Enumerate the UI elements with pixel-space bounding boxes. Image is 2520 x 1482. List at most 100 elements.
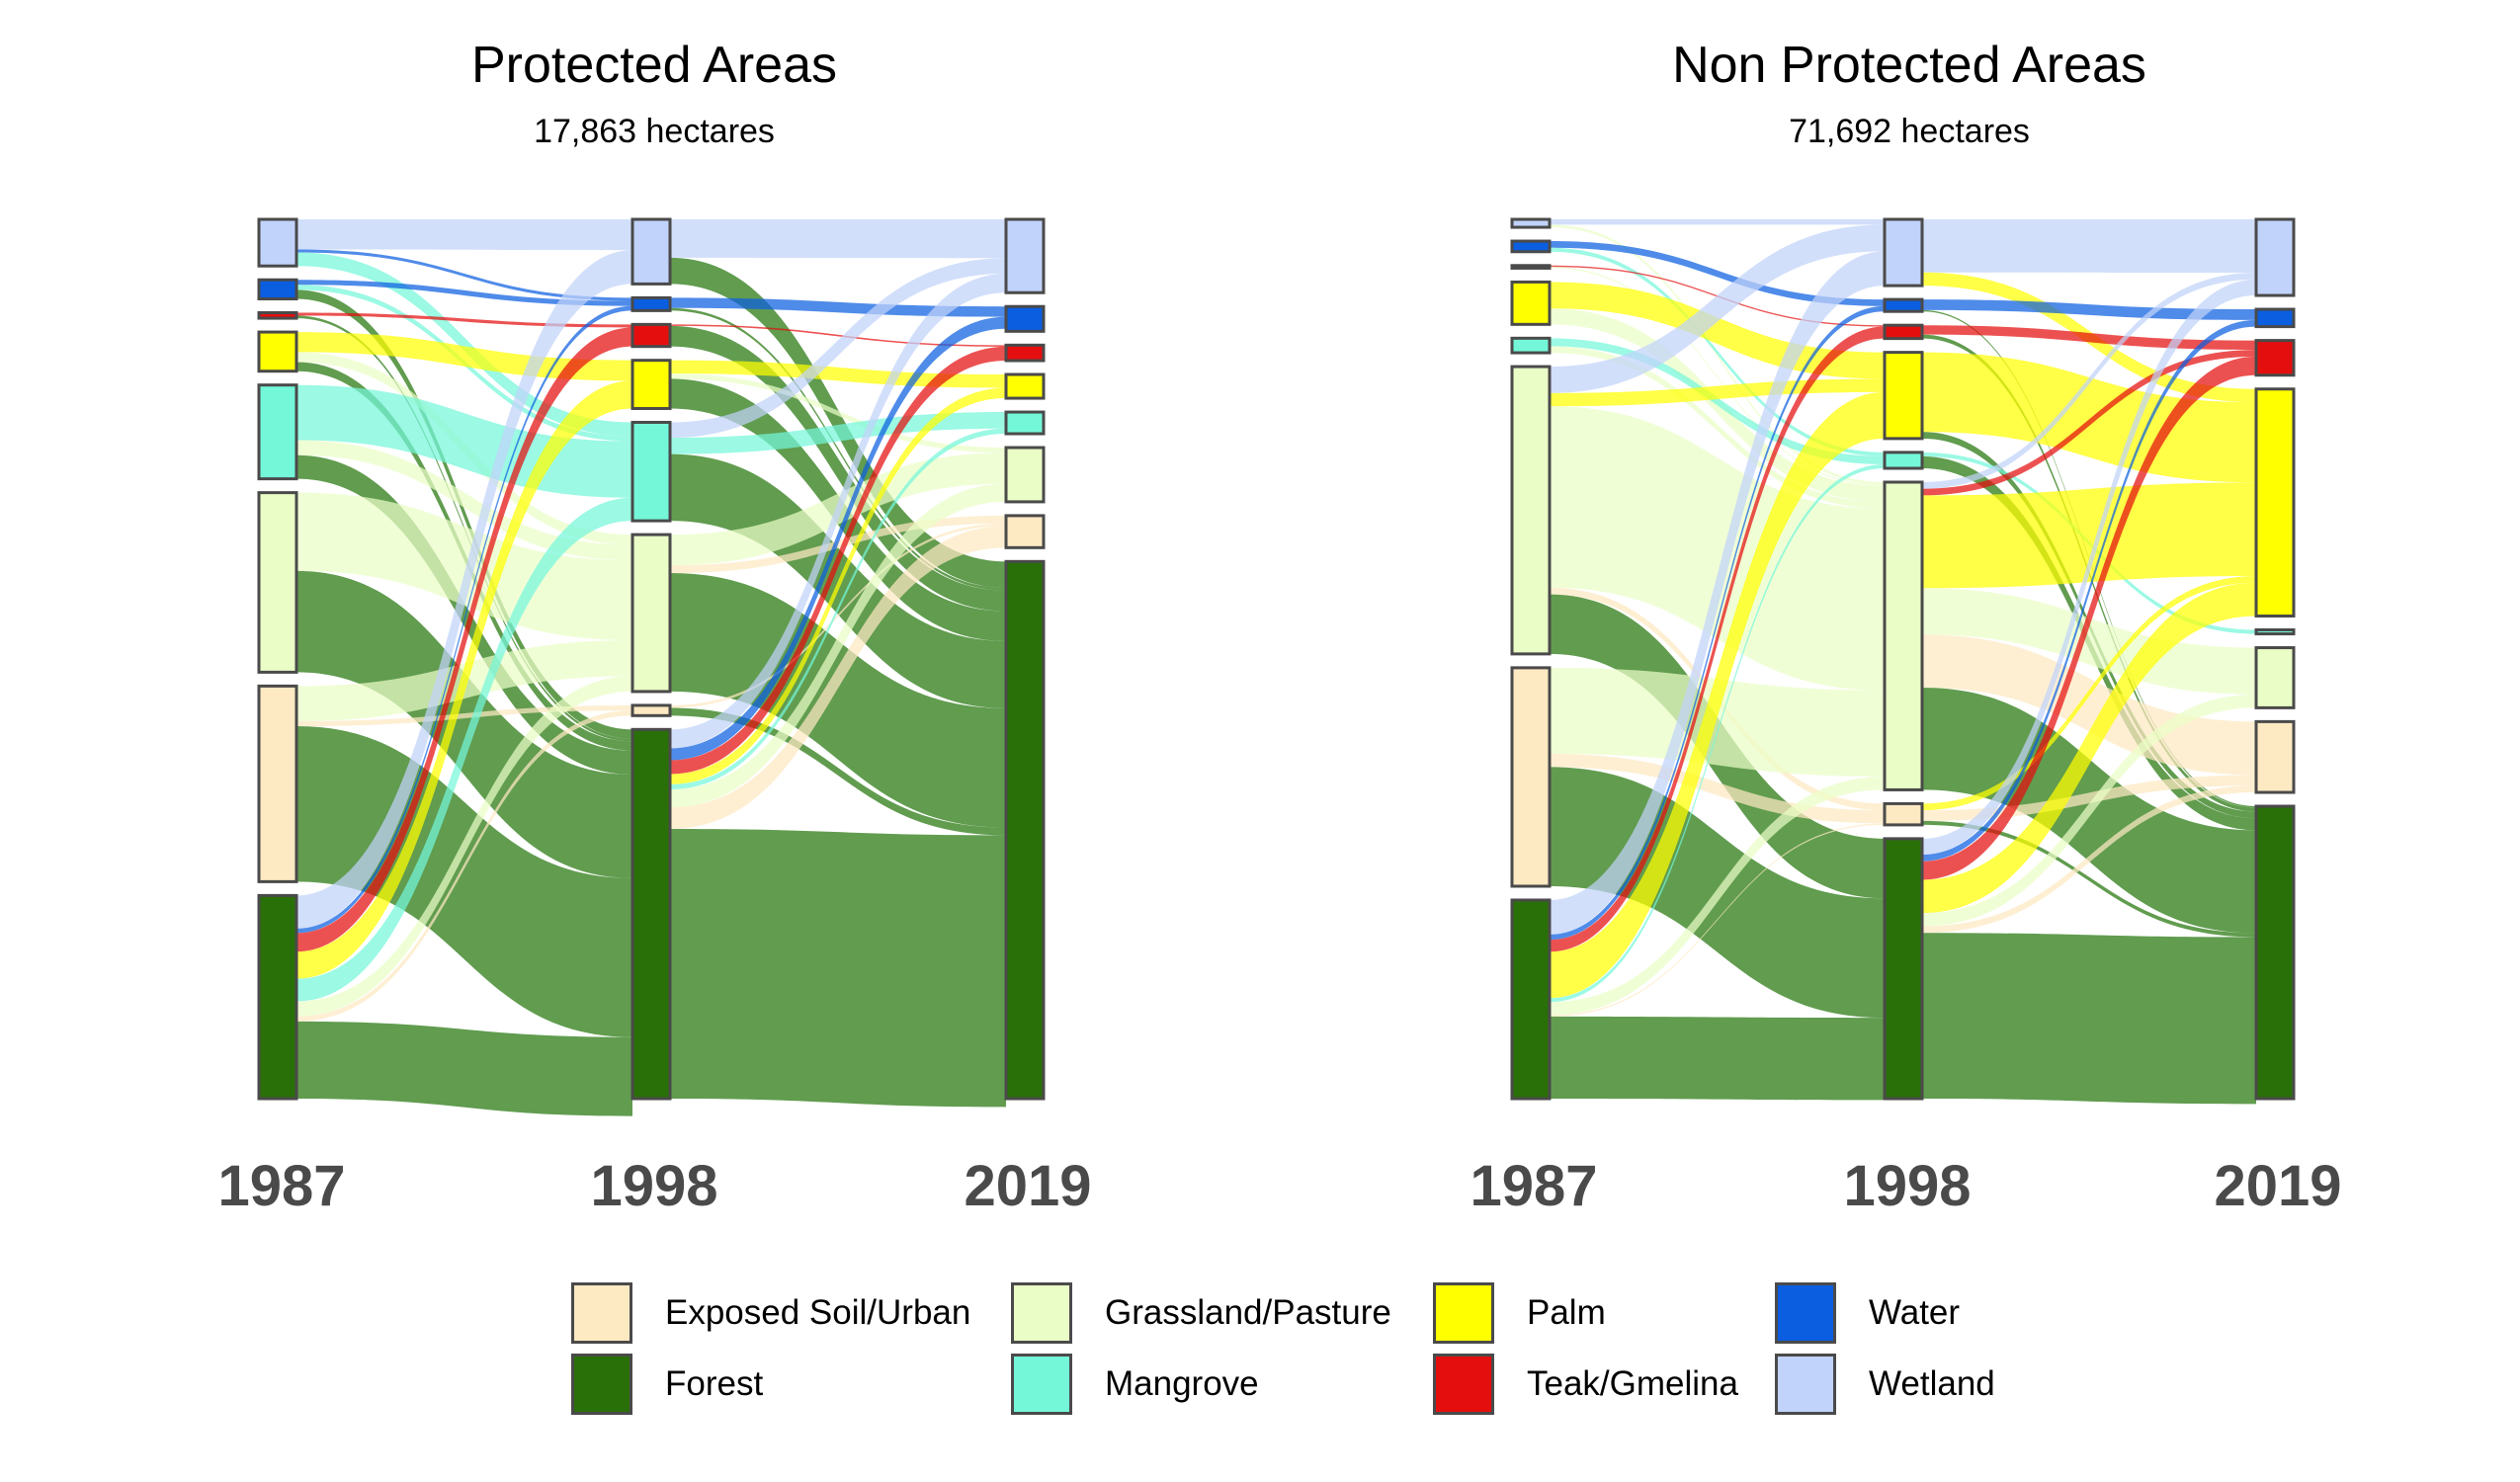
flow-water-to-water [1550, 241, 1885, 306]
flow-teak-gmelina-to-forest [670, 325, 1006, 612]
node-water-1998 [1883, 297, 1924, 313]
node-wetland-1998 [1883, 217, 1924, 288]
node-mangrove-2019 [2254, 628, 2296, 636]
node-wetland-1987 [257, 217, 298, 268]
flow-grassland-pasture-to-grassland-pasture [1922, 588, 2256, 695]
flow-grassland-pasture-to-forest [296, 570, 632, 878]
flow-wetland-to-wetland [296, 219, 632, 251]
node-wetland-1987 [1510, 217, 1552, 229]
node-exposed-soil-urban-1987 [1510, 666, 1552, 888]
legend-swatch [571, 1282, 632, 1344]
node-mangrove-1998 [630, 420, 672, 523]
node-wetland-1998 [630, 217, 672, 286]
stage-label-1998-nonprotected: 1998 [1843, 1154, 1972, 1218]
flow-forest-to-palm [1922, 582, 2256, 914]
flow-grassland-pasture-to-forest [670, 573, 1006, 828]
flow-wetland-to-wetland [1922, 219, 2256, 274]
node-exposed-soil-urban-1998 [630, 703, 672, 717]
node-grassland-pasture-1998 [630, 533, 672, 694]
node-exposed-soil-urban-1998 [1883, 801, 1924, 827]
node-teak-gmelina-2019 [1004, 343, 1046, 363]
node-forest-2019 [1004, 559, 1046, 1101]
flow-grassland-pasture-to-grassland-pasture [1550, 406, 1885, 691]
node-teak-gmelina-1987 [257, 311, 298, 320]
panel-title-nonprotected: Non Protected Areas [1672, 37, 2146, 94]
flow-forest-to-mangrove [670, 428, 1006, 790]
flow-forest-to-wetland [296, 250, 632, 929]
flow-forest-to-water [1922, 319, 2256, 862]
flow-forest-to-grassland-pasture [670, 483, 1006, 808]
flow-exposed-soil-urban-to-forest [1922, 820, 2256, 938]
flow-teak-gmelina-to-teak-gmelina [296, 312, 632, 328]
nodes-group [1510, 217, 2296, 1101]
stage-label-2019-nonprotected: 2019 [2214, 1154, 2342, 1218]
node-forest-1998 [630, 727, 672, 1101]
flow-forest-to-teak-gmelina [1922, 356, 2256, 880]
flow-palm-to-palm [1922, 352, 2256, 483]
flow-exposed-soil-urban-to-forest [670, 707, 1006, 836]
legend-swatch [1011, 1282, 1072, 1344]
flow-exposed-soil-urban-to-forest [296, 726, 632, 1037]
legend-label: Mangrove [1105, 1364, 1259, 1403]
node-forest-1998 [1883, 837, 1924, 1101]
flow-grassland-pasture-to-grassland-pasture [296, 492, 632, 641]
flow-water-to-water [296, 280, 632, 306]
flow-forest-to-exposed-soil-urban [296, 710, 632, 1022]
flow-water-to-forest [296, 289, 632, 739]
flow-forest-to-palm [1550, 391, 1885, 999]
flow-forest-to-mangrove [296, 497, 632, 1002]
flow-mangrove-to-forest [296, 454, 632, 775]
stage-label-1998-protected: 1998 [590, 1154, 718, 1218]
flow-forest-to-forest [670, 829, 1006, 1108]
node-forest-2019 [2254, 804, 2296, 1101]
node-palm-2019 [2254, 387, 2296, 618]
flow-palm-to-palm [296, 332, 632, 381]
legend: Exposed Soil/Urban Forest Grassland/Past… [571, 1279, 2054, 1438]
node-palm-1987 [1510, 280, 1552, 326]
legend-swatch [1433, 1354, 1494, 1415]
flow-wetland-to-wetland [670, 219, 1006, 259]
legend-swatch [571, 1354, 632, 1415]
legend-label: Wetland [1869, 1364, 1995, 1403]
flow-forest-to-mangrove [1550, 463, 1885, 1003]
stage-label-2019-protected: 2019 [964, 1154, 1092, 1218]
legend-swatch [1775, 1354, 1836, 1415]
flow-forest-to-forest [1550, 1016, 1885, 1101]
nodes-group [257, 217, 1046, 1101]
panel-title-protected: Protected Areas [471, 37, 837, 94]
node-mangrove-2019 [1004, 410, 1046, 436]
node-grassland-pasture-2019 [1004, 446, 1046, 504]
flow-grassland-pasture-to-wetland [1922, 273, 2256, 489]
flow-water-to-mangrove [1550, 247, 1885, 456]
flow-grassland-pasture-to-teak-gmelina [1922, 350, 2256, 496]
flow-mangrove-to-wetland [670, 258, 1006, 439]
flow-forest-to-teak-gmelina [1550, 326, 1885, 952]
node-water-2019 [2254, 307, 2296, 329]
flow-forest-to-forest [296, 1021, 632, 1116]
flow-forest-to-water [296, 305, 632, 934]
panel-subtitle-nonprotected: 71,692 hectares [1789, 113, 2030, 150]
stage-label-1987-nonprotected: 1987 [1470, 1154, 1598, 1218]
flow-teak-gmelina-to-teak-gmelina [670, 324, 1006, 347]
node-water-1987 [257, 278, 298, 301]
legend-label: Teak/Gmelina [1527, 1364, 1738, 1403]
node-grassland-pasture-2019 [2254, 646, 2296, 709]
flow-exposed-soil-urban-to-exposed-soil-urban [296, 704, 632, 726]
flow-forest-to-grassland-pasture [1550, 776, 1885, 1016]
flow-forest-to-exposed-soil-urban [1922, 785, 2256, 934]
node-grassland-pasture-1998 [1883, 480, 1924, 791]
legend-label: Grassland/Pasture [1105, 1293, 1391, 1332]
flow-water-to-water [1922, 299, 2256, 320]
flow-mangrove-to-grassland-pasture [1550, 346, 1885, 509]
flow-forest-to-water [670, 316, 1006, 761]
node-water-2019 [1004, 304, 1046, 333]
node-forest-1987 [257, 893, 298, 1101]
flow-forest-to-exposed-soil-urban [670, 526, 1006, 830]
flow-mangrove-to-grassland-pasture [296, 440, 632, 561]
flow-water-to-forest [670, 307, 1006, 591]
legend-label: Water [1869, 1293, 1961, 1332]
node-forest-1987 [1510, 898, 1552, 1101]
panel-subtitle-protected: 17,863 hectares [534, 113, 775, 150]
flow-wetland-to-wetland [1550, 219, 1885, 225]
